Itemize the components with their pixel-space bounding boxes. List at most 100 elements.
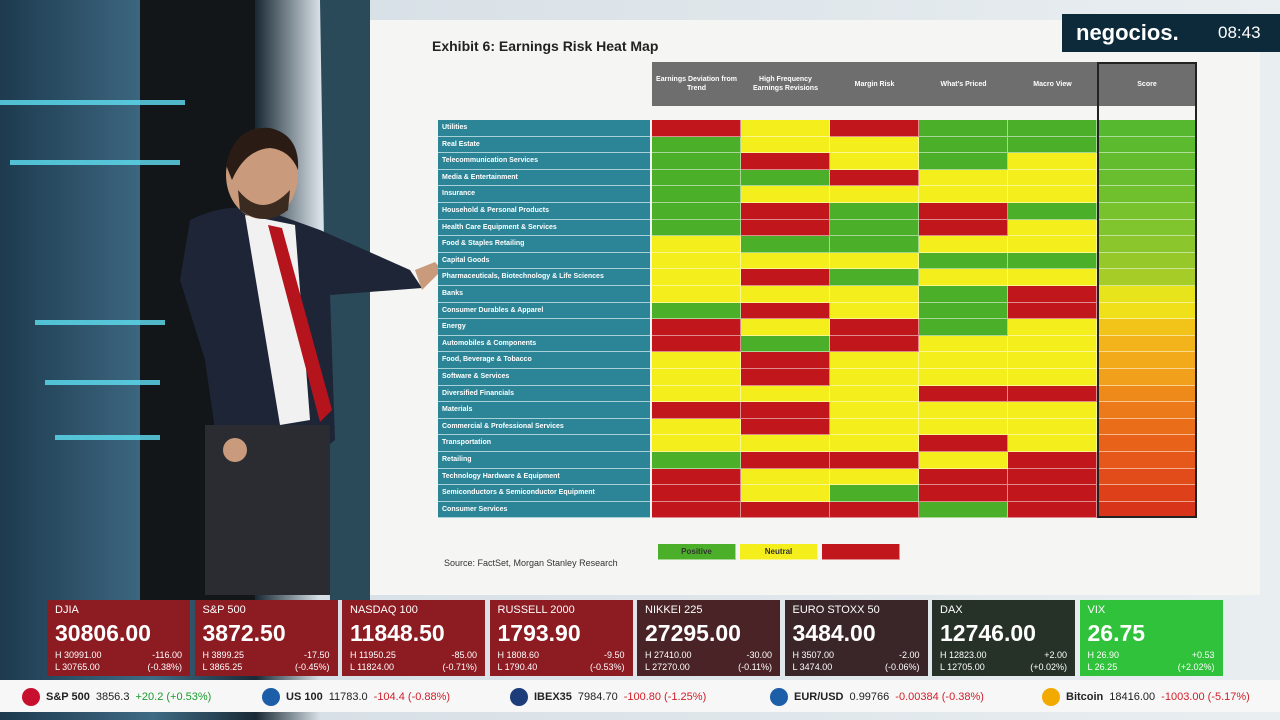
column-header: Macro View (1008, 62, 1097, 106)
index-price: 27295.00 (645, 620, 741, 646)
index-price: 3872.50 (202, 620, 286, 646)
index-high: H 1808.60 (497, 650, 540, 660)
heat-cell (830, 402, 919, 419)
index-pct: (-0.53%) (589, 662, 625, 672)
heat-cell (919, 203, 1008, 220)
heat-cell (741, 468, 830, 486)
heat-cell (652, 452, 741, 469)
heat-cell (830, 302, 919, 320)
row-label: Commercial & Professional Services (438, 418, 650, 436)
market-tile: NASDAQ 100 11848.50 H 11950.25 -85.00 L 1182… (342, 600, 485, 676)
heat-cell (741, 319, 830, 336)
index-low: L 30765.00 (55, 662, 100, 672)
column-header: Margin Risk (830, 62, 919, 106)
row-label: Banks (438, 286, 650, 303)
market-tile: VIX 26.75 H 26.90 +0.53 L 26.25 (+2.02%) (1079, 600, 1223, 676)
heat-cell (741, 236, 830, 253)
row-label: Technology Hardware & Equipment (438, 468, 650, 486)
heat-cell (1008, 468, 1097, 486)
heat-cell (741, 302, 830, 320)
heat-cell (1008, 352, 1097, 369)
row-label: Automobiles & Components (438, 335, 650, 353)
source-note: Source: FactSet, Morgan Stanley Research (444, 558, 618, 568)
heat-cell (741, 136, 830, 154)
ticker-icon (1042, 688, 1060, 706)
ticker-icon (262, 688, 280, 706)
heat-cell (919, 385, 1008, 403)
legend-swatch (822, 544, 900, 560)
heat-cell (741, 501, 830, 519)
heat-cell (919, 319, 1008, 336)
heat-cell (919, 335, 1008, 353)
heat-cell (919, 136, 1008, 154)
index-high: H 27410.00 (645, 650, 692, 660)
heat-cell (919, 402, 1008, 419)
ticker-icon (510, 688, 528, 706)
heat-cell (919, 352, 1008, 369)
channel-bug: negocios. 08:43 (1062, 14, 1280, 52)
heat-cell (919, 252, 1008, 270)
legend-swatch: Positive (658, 544, 736, 560)
heat-cell (1008, 385, 1097, 403)
index-pct: (+2.02%) (1177, 662, 1215, 672)
index-name: DJIA (55, 604, 79, 616)
heat-cell (830, 169, 919, 187)
row-label: Retailing (438, 452, 650, 469)
heat-cell (830, 485, 919, 502)
market-tile: DAX 12746.00 H 12823.00 +2.00 L 12705.00 (+0.… (932, 600, 1075, 676)
index-low: L 3865.25 (202, 662, 243, 672)
heat-cell (919, 369, 1008, 386)
heat-cell (830, 286, 919, 303)
index-change: -2.00 (898, 650, 920, 660)
row-label: Pharmaceuticals, Biotechnology & Life Sc… (438, 269, 650, 286)
heat-cell (919, 418, 1008, 436)
row-label: Energy (438, 319, 650, 336)
row-label: Semiconductors & Semiconductor Equipment (438, 485, 650, 502)
index-low: L 26.25 (1087, 662, 1118, 672)
heat-cell (652, 352, 741, 369)
heat-cell (1008, 501, 1097, 519)
heat-cell (919, 120, 1008, 137)
heat-cell (830, 352, 919, 369)
row-label: Utilities (438, 120, 650, 137)
index-high: H 26.90 (1087, 650, 1120, 660)
heat-cell (652, 468, 741, 486)
heat-cell (830, 186, 919, 203)
heat-cell (830, 219, 919, 237)
index-change: -30.00 (746, 650, 772, 660)
index-low: L 27270.00 (645, 662, 690, 672)
heat-cell (1008, 452, 1097, 469)
ticker-icon (22, 688, 40, 706)
market-tile: DJIA 30806.00 H 30991.00 -116.00 L 30765.00 (… (47, 600, 190, 676)
heat-cell (919, 452, 1008, 469)
heat-cell (830, 369, 919, 386)
row-label: Media & Entertainment (438, 169, 650, 187)
heat-cell (652, 369, 741, 386)
index-pct: (-0.45%) (294, 662, 330, 672)
heat-cell (652, 136, 741, 154)
index-price: 11848.50 (350, 620, 445, 646)
heat-cell (830, 136, 919, 154)
index-high: H 3899.25 (202, 650, 245, 660)
ticker-change: +20.2 (+0.53%) (135, 691, 212, 703)
index-name: NASDAQ 100 (350, 604, 418, 616)
index-high: H 12823.00 (940, 650, 987, 660)
ticker-price: 7984.70 (577, 691, 618, 703)
heat-cell (1008, 418, 1097, 436)
heat-cell (652, 236, 741, 253)
heat-cell (741, 252, 830, 270)
heat-cell (741, 485, 830, 502)
heat-cell (741, 219, 830, 237)
heat-cell (741, 120, 830, 137)
heat-cell (830, 269, 919, 286)
ticker-change: -100.80 (-1.25%) (623, 691, 707, 703)
index-price: 3484.00 (792, 620, 876, 646)
heat-cell (1008, 169, 1097, 187)
row-label: Food & Staples Retailing (438, 236, 650, 253)
heat-cell (652, 335, 741, 353)
heat-cell (1008, 269, 1097, 286)
index-name: NIKKEI 225 (645, 604, 703, 616)
heat-cell (830, 319, 919, 336)
heat-cell (830, 120, 919, 137)
